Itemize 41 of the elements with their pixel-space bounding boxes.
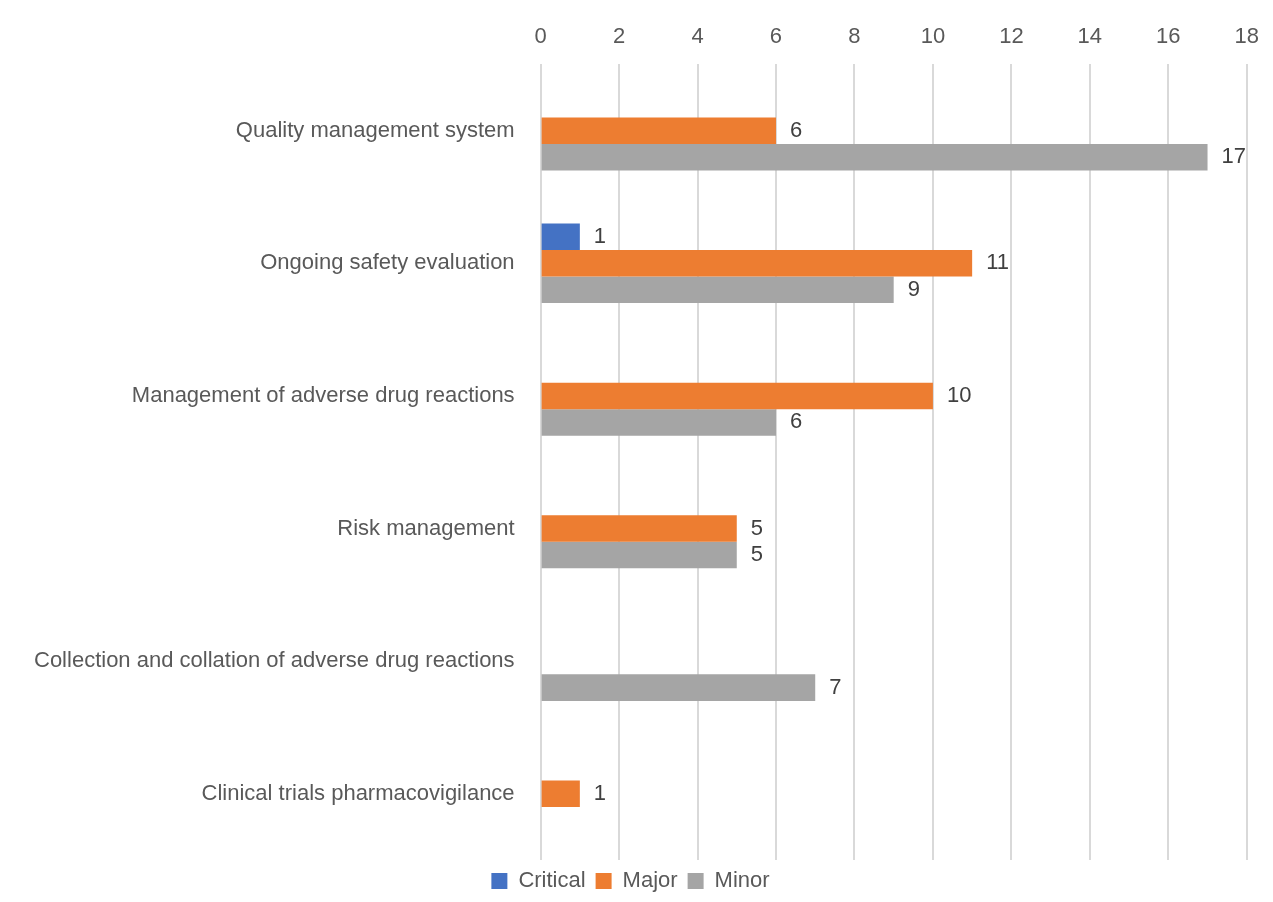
bar xyxy=(541,117,776,144)
data-label: 1 xyxy=(593,222,607,248)
x-tick-label: 6 xyxy=(769,23,783,49)
bar xyxy=(541,143,1208,171)
x-tick-label: 4 xyxy=(691,23,704,49)
data-label: 7 xyxy=(829,673,842,699)
legend-label: Minor xyxy=(714,867,770,893)
x-tick-label: 16 xyxy=(1156,23,1181,49)
x-tick-label: 10 xyxy=(920,23,946,49)
x-tick-label: 18 xyxy=(1234,23,1260,49)
data-label: 10 xyxy=(946,381,972,407)
bar xyxy=(541,674,816,701)
data-label: 6 xyxy=(790,408,803,434)
bar xyxy=(541,250,973,277)
bar xyxy=(541,382,933,410)
data-label: 1 xyxy=(593,779,607,805)
data-label: 11 xyxy=(986,249,1009,275)
y-tick-label: Clinical trials pharmacovigilance xyxy=(201,779,515,805)
bar xyxy=(541,541,737,569)
y-tick-label: Management of adverse drug reactions xyxy=(131,381,515,407)
bar xyxy=(541,780,580,807)
x-tick-label: 12 xyxy=(999,23,1024,49)
x-tick-label: 8 xyxy=(848,23,861,49)
y-tick-label: Quality management system xyxy=(235,116,515,142)
bar xyxy=(541,223,580,251)
x-tick-label: 2 xyxy=(612,23,626,49)
bar xyxy=(541,409,776,436)
bar xyxy=(541,515,737,542)
data-label: 5 xyxy=(750,514,764,540)
data-label: 9 xyxy=(907,275,920,301)
data-label: 5 xyxy=(750,541,764,567)
x-tick-label: 14 xyxy=(1077,23,1103,49)
y-tick-label: Collection and collation of adverse drug reactions xyxy=(33,647,515,673)
y-tick-label: Ongoing safety evaluation xyxy=(260,249,515,275)
x-tick-label: 0 xyxy=(534,23,547,49)
bar xyxy=(541,276,894,304)
legend-label: Critical xyxy=(518,867,586,893)
data-label: 17 xyxy=(1221,143,1247,169)
legend-label: Major xyxy=(622,867,678,893)
data-label: 6 xyxy=(790,116,803,142)
y-tick-label: Risk management xyxy=(337,514,515,540)
